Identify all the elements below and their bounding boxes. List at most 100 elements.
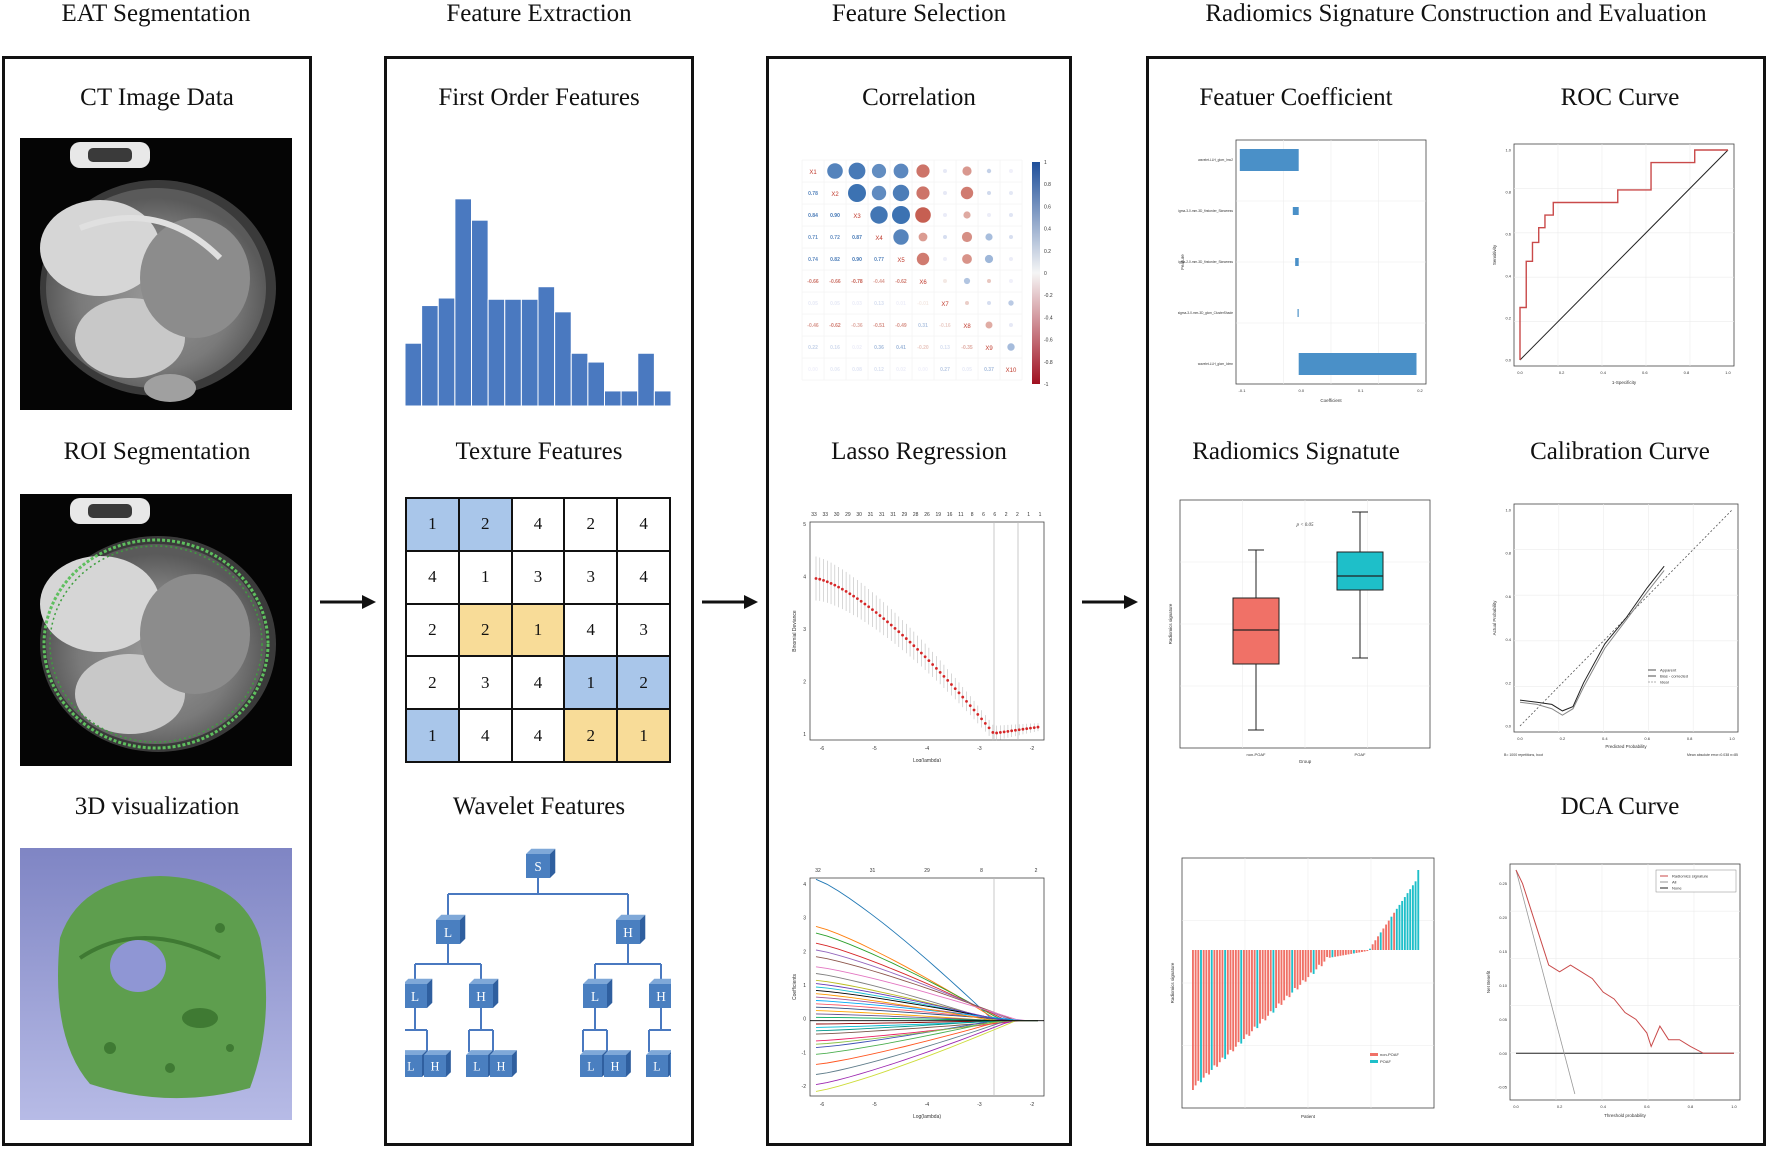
corr-circle xyxy=(962,166,972,176)
corr-value: -0.16 xyxy=(939,323,951,329)
cube-side xyxy=(512,1050,517,1077)
correlation-plot: X1 0.78 X2 0.84 0.90 X3 0.71 0.72 0.87 X4 0.74 0.82… xyxy=(801,159,1053,388)
corr-value: -0.36 xyxy=(851,323,863,329)
cv-point xyxy=(983,721,987,725)
path-y-tick: 4 xyxy=(803,882,806,888)
waterfall-bar xyxy=(1328,950,1331,958)
cube-side xyxy=(626,1050,631,1077)
cv-point xyxy=(859,599,863,603)
corr-value: -0.78 xyxy=(851,279,863,285)
corr-circle xyxy=(1009,235,1013,239)
cv-point xyxy=(961,695,965,699)
cube-top xyxy=(405,978,433,984)
coef-x-tick: 0.2 xyxy=(1417,388,1423,393)
waterfall-bar xyxy=(1200,950,1202,1083)
cv-y-tick: 5 xyxy=(803,522,806,528)
corr-circle xyxy=(870,206,888,224)
corr-value: -0.35 xyxy=(961,345,973,351)
path-top-tick: 32 xyxy=(815,868,821,874)
coefficient-path xyxy=(815,1020,1038,1092)
calibration-apparent-line xyxy=(1519,565,1665,712)
wavelet-node: H xyxy=(670,1054,671,1077)
corr-legend-tick: 0.8 xyxy=(1044,182,1051,188)
cv-point xyxy=(825,580,829,584)
cv-point xyxy=(927,659,931,663)
coefficient-path xyxy=(815,983,1038,1022)
coefficient-feature-label: log-sigma-3-0-mm-3D_firstorder_Skewness xyxy=(1178,209,1233,213)
cube-label: L xyxy=(587,1059,594,1073)
corr-circle xyxy=(963,277,971,285)
corr-circle xyxy=(943,279,947,283)
waterfall-bar xyxy=(1261,950,1264,1019)
visualization-title: 3D visualization xyxy=(74,793,240,820)
cal-y-tick: 0.6 xyxy=(1505,594,1511,599)
signature-xlabel: Group xyxy=(1299,759,1312,764)
corr-value: -0.51 xyxy=(873,323,885,329)
path-y-tick: 3 xyxy=(803,916,806,922)
path-y-tick: 2 xyxy=(803,949,806,955)
dca-x-tick: 1.0 xyxy=(1731,1104,1737,1109)
waterfall-xlabel: Patient xyxy=(1301,1114,1316,1119)
waterfall-bar xyxy=(1350,950,1353,954)
roc-xlabel: 1-Specificity xyxy=(1612,380,1637,385)
cube-front xyxy=(583,984,607,1008)
cv-point xyxy=(1017,728,1021,732)
corr-circle xyxy=(1007,343,1015,351)
histogram-bar xyxy=(637,352,655,406)
waterfall-bar xyxy=(1344,950,1347,955)
coef-x-tick: 0.1 xyxy=(1358,388,1364,393)
corr-value: 0.90 xyxy=(830,213,840,219)
cv-x-tick: -2 xyxy=(1030,746,1035,752)
cube-side xyxy=(607,978,613,1008)
corr-circle xyxy=(915,207,931,223)
corr-diag-label: X6 xyxy=(919,280,927,286)
cv-point xyxy=(863,602,867,606)
plot-frame xyxy=(1509,863,1741,1101)
texture-cell: 2 xyxy=(459,499,513,552)
calibration-legend-label: Bias - corrected xyxy=(1660,674,1688,679)
cv-top-tick: 29 xyxy=(902,512,908,518)
cv-top-tick: 2 xyxy=(1005,512,1008,518)
lasso-path-plot: 32 31 29 8 2-6 -5 -4 -3 -243210-1-2Log(lambda)Co… xyxy=(792,868,1045,1120)
corr-value: 0.12 xyxy=(874,367,884,373)
corr-circle xyxy=(962,254,972,264)
calibration-footer: Mean absolute error=0.038 n=85 xyxy=(1687,753,1738,757)
corr-circle xyxy=(965,301,969,305)
histogram-chart xyxy=(405,198,671,406)
cube-side xyxy=(427,978,433,1008)
waterfall-bar xyxy=(1377,936,1379,950)
waterfall-bar xyxy=(1301,950,1304,981)
corr-value: -0.62 xyxy=(829,323,841,329)
waterfall-bar xyxy=(1269,950,1272,1012)
histogram-bar xyxy=(504,298,522,406)
waterfall-bar xyxy=(1387,920,1390,950)
cv-point xyxy=(912,644,916,648)
path-xlabel: Log(lambda) xyxy=(913,1114,941,1120)
waterfall-bar xyxy=(1229,950,1232,1050)
waterfall-bar xyxy=(1208,950,1210,1075)
cv-point xyxy=(1010,729,1014,733)
cube-label: H xyxy=(656,989,666,1004)
waterfall-bar xyxy=(1240,950,1243,1044)
cube-label: S xyxy=(534,859,541,874)
waterfall-bar xyxy=(1395,908,1398,950)
cv-point xyxy=(893,626,897,630)
waterfall-bar xyxy=(1358,950,1361,953)
coefficient-feature-label: wavelet-LLH_glcm_Idmn xyxy=(1198,362,1233,366)
roc-x-tick: 0.6 xyxy=(1642,370,1648,375)
waterfall-bar xyxy=(1280,950,1283,1005)
corr-legend-tick: 0 xyxy=(1044,271,1047,277)
calibration-ideal-line xyxy=(1519,509,1733,727)
corr-value: 0.78 xyxy=(808,191,818,197)
cube-label: H xyxy=(476,989,486,1004)
dca-x-tick: 0.6 xyxy=(1644,1104,1650,1109)
corr-legend-tick: 1 xyxy=(1044,160,1047,166)
histogram-bar xyxy=(421,305,439,406)
cube-top xyxy=(649,978,671,984)
cv-point xyxy=(1025,727,1029,731)
corr-value: 0.00 xyxy=(808,367,818,373)
wavelet-node: H xyxy=(469,978,499,1008)
corr-diag-label: X4 xyxy=(875,236,883,242)
corr-circle xyxy=(943,213,947,217)
waterfall-bar xyxy=(1296,950,1299,990)
